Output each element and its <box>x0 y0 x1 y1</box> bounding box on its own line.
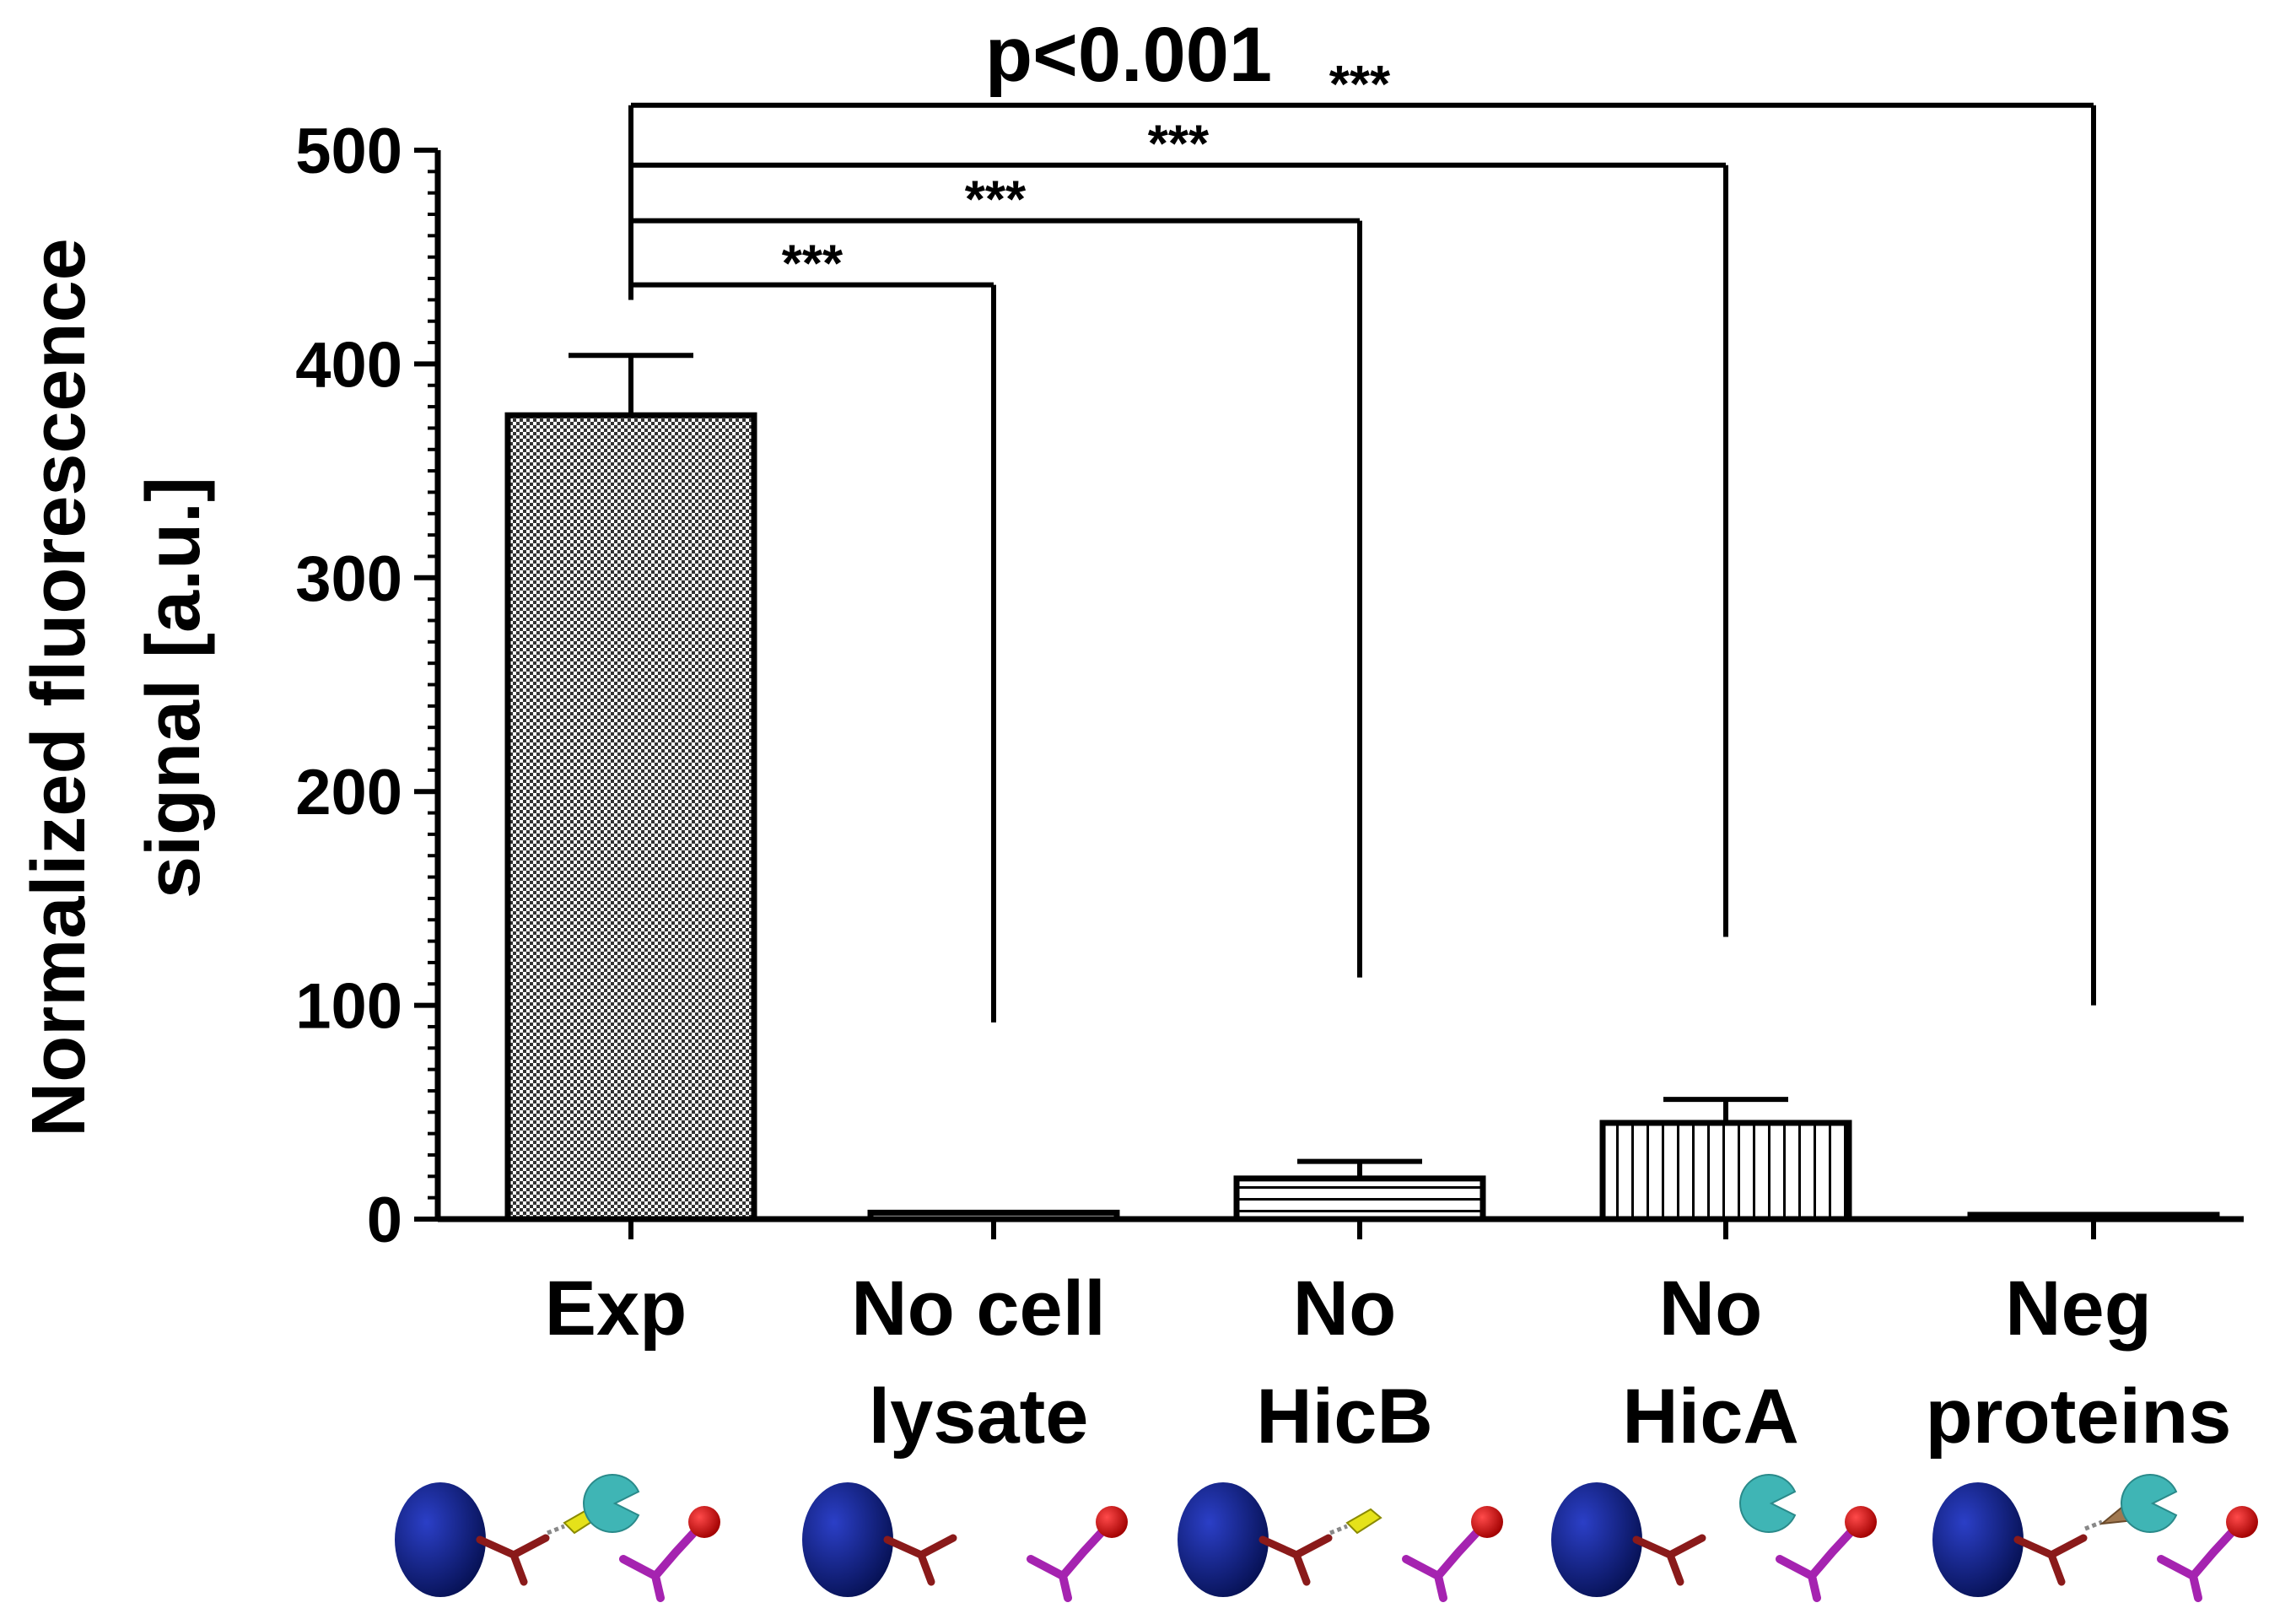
bead-icon <box>802 1482 893 1597</box>
category-label: Neg <box>2005 1266 2152 1352</box>
schematic-icon-group <box>1932 1474 2258 1602</box>
schematic-icon-group <box>395 1474 720 1602</box>
yellow-linker-icon <box>1345 1508 1382 1535</box>
y-tick-label: 400 <box>295 329 402 401</box>
bars <box>504 412 2220 1222</box>
y-axis-title-line-1: Normalized fluorescence <box>17 238 101 1136</box>
schematic-icon-group <box>1551 1474 1877 1602</box>
category-labels: Exp No cell lysate No HicB No HicA Neg proteins <box>545 1266 2232 1460</box>
fluor-antibody-icon <box>1027 1526 1108 1602</box>
schematic-icon-group <box>1178 1482 1503 1602</box>
antibody-icon <box>883 1534 957 1586</box>
bar <box>867 1209 1120 1222</box>
fluor-antibody-icon <box>2157 1526 2238 1602</box>
significance-brackets: *** *** *** *** p<0.001 <box>628 12 2096 1023</box>
schematic-icon-group <box>802 1482 1128 1602</box>
bar <box>1967 1212 2220 1222</box>
y-tick-label: 300 <box>295 543 402 615</box>
significance-stars: *** <box>1148 116 1210 174</box>
category-label: proteins <box>1926 1373 2232 1460</box>
y-tick-label: 100 <box>295 971 402 1043</box>
y-axis-title: Normalized fluorescence signal [a.u.] <box>17 238 216 1136</box>
y-tick-label: 200 <box>295 757 402 828</box>
category-label: Exp <box>545 1266 687 1352</box>
category-label: No cell <box>851 1266 1106 1352</box>
antibody-icon <box>1258 1534 1333 1586</box>
fluorophore-icon <box>1471 1506 1503 1538</box>
fluor-antibody-icon <box>1402 1526 1483 1602</box>
fluor-antibody-icon <box>1776 1526 1857 1602</box>
bead-icon <box>395 1482 486 1597</box>
bar <box>1599 1120 1852 1222</box>
linker-dash-icon <box>1329 1524 1348 1535</box>
y-tick-label: 500 <box>295 116 402 187</box>
antibody-icon <box>2013 1534 2088 1586</box>
fluorophore-icon <box>1096 1506 1128 1538</box>
category-label: HicA <box>1622 1373 1799 1460</box>
antibody-icon <box>476 1534 550 1586</box>
bar <box>1233 1175 1486 1222</box>
significance-stars: *** <box>965 171 1027 229</box>
bar <box>504 412 757 1222</box>
significance-stars: *** <box>782 235 843 294</box>
fluor-antibody-icon <box>619 1526 700 1602</box>
fluorophore-icon <box>688 1506 720 1538</box>
y-tick-label: 0 <box>367 1185 402 1256</box>
category-label: No <box>1659 1266 1763 1352</box>
bead-icon <box>1178 1482 1269 1597</box>
error-bars <box>569 353 1788 1179</box>
hicb-icon <box>2121 1474 2178 1533</box>
schematic-icons <box>395 1474 2258 1602</box>
category-label: lysate <box>869 1373 1089 1460</box>
fluorophore-icon <box>1845 1506 1877 1538</box>
category-label: No <box>1293 1266 1397 1352</box>
bead-icon <box>1932 1482 2024 1597</box>
hicb-icon <box>1739 1474 1797 1533</box>
bead-icon <box>1551 1482 1642 1597</box>
significance-stars: *** <box>1329 56 1391 114</box>
p-value-label: p<0.001 <box>985 12 1272 98</box>
y-axis-title-line-2: signal [a.u.] <box>132 477 216 899</box>
fluorophore-icon <box>2226 1506 2258 1538</box>
linker-dash-icon <box>2084 1519 2103 1531</box>
linker-dash-icon <box>547 1524 565 1535</box>
antibody-icon <box>1632 1534 1706 1586</box>
hicb-icon <box>583 1474 640 1533</box>
category-label: HicB <box>1256 1373 1433 1460</box>
